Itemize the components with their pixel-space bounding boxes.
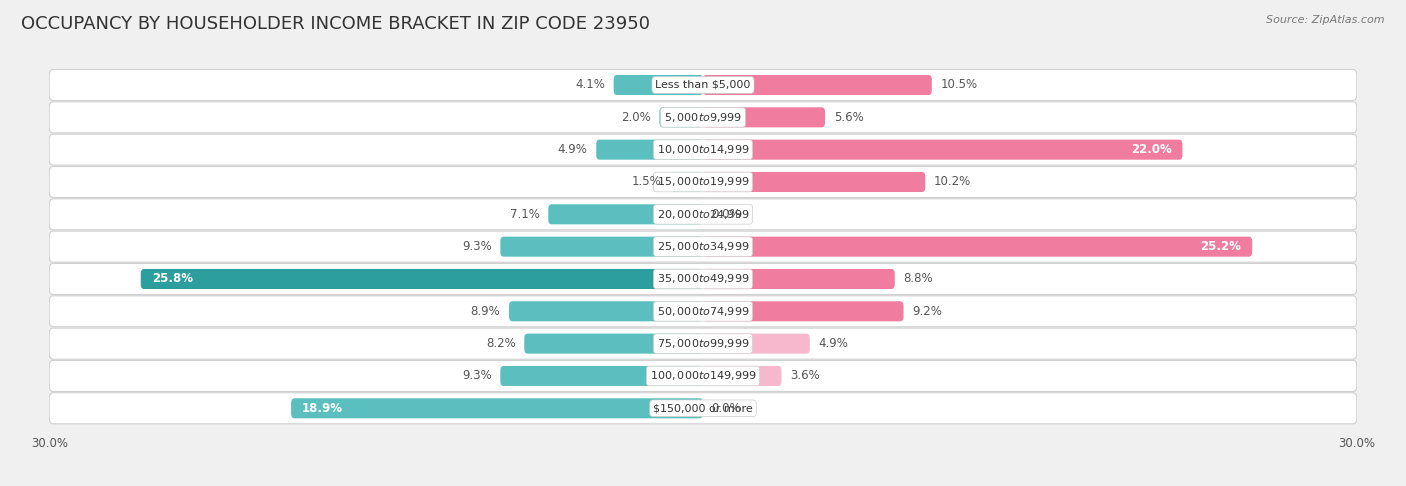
FancyBboxPatch shape xyxy=(49,69,1357,101)
Text: $150,000 or more: $150,000 or more xyxy=(654,403,752,413)
FancyBboxPatch shape xyxy=(613,75,703,95)
Text: 0.0%: 0.0% xyxy=(711,208,741,221)
FancyBboxPatch shape xyxy=(509,301,703,321)
Text: $5,000 to $9,999: $5,000 to $9,999 xyxy=(664,111,742,124)
Text: $20,000 to $24,999: $20,000 to $24,999 xyxy=(657,208,749,221)
Text: 2.0%: 2.0% xyxy=(621,111,651,124)
FancyBboxPatch shape xyxy=(703,172,925,192)
FancyBboxPatch shape xyxy=(291,398,703,418)
Text: 4.9%: 4.9% xyxy=(558,143,588,156)
FancyBboxPatch shape xyxy=(659,107,703,127)
FancyBboxPatch shape xyxy=(49,328,1357,359)
Text: $50,000 to $74,999: $50,000 to $74,999 xyxy=(657,305,749,318)
Text: $25,000 to $34,999: $25,000 to $34,999 xyxy=(657,240,749,253)
FancyBboxPatch shape xyxy=(703,139,1182,160)
FancyBboxPatch shape xyxy=(49,393,1357,424)
Text: 8.9%: 8.9% xyxy=(471,305,501,318)
FancyBboxPatch shape xyxy=(703,366,782,386)
Text: 22.0%: 22.0% xyxy=(1130,143,1171,156)
FancyBboxPatch shape xyxy=(141,269,703,289)
Text: 1.5%: 1.5% xyxy=(631,175,662,189)
FancyBboxPatch shape xyxy=(49,199,1357,230)
Text: 5.6%: 5.6% xyxy=(834,111,863,124)
Text: 9.3%: 9.3% xyxy=(461,369,492,382)
Text: $15,000 to $19,999: $15,000 to $19,999 xyxy=(657,175,749,189)
FancyBboxPatch shape xyxy=(703,269,894,289)
Text: 25.2%: 25.2% xyxy=(1201,240,1241,253)
FancyBboxPatch shape xyxy=(49,167,1357,197)
FancyBboxPatch shape xyxy=(671,172,703,192)
FancyBboxPatch shape xyxy=(703,75,932,95)
FancyBboxPatch shape xyxy=(49,102,1357,133)
Text: Less than $5,000: Less than $5,000 xyxy=(655,80,751,90)
Text: 8.2%: 8.2% xyxy=(486,337,516,350)
FancyBboxPatch shape xyxy=(596,139,703,160)
Text: 0.0%: 0.0% xyxy=(711,402,741,415)
Text: Source: ZipAtlas.com: Source: ZipAtlas.com xyxy=(1267,15,1385,25)
FancyBboxPatch shape xyxy=(49,263,1357,295)
FancyBboxPatch shape xyxy=(501,237,703,257)
Text: 9.3%: 9.3% xyxy=(461,240,492,253)
Text: 4.1%: 4.1% xyxy=(575,79,605,91)
Text: OCCUPANCY BY HOUSEHOLDER INCOME BRACKET IN ZIP CODE 23950: OCCUPANCY BY HOUSEHOLDER INCOME BRACKET … xyxy=(21,15,650,33)
FancyBboxPatch shape xyxy=(49,134,1357,165)
Text: 18.9%: 18.9% xyxy=(302,402,343,415)
FancyBboxPatch shape xyxy=(703,237,1253,257)
FancyBboxPatch shape xyxy=(501,366,703,386)
FancyBboxPatch shape xyxy=(524,333,703,354)
Text: 10.5%: 10.5% xyxy=(941,79,977,91)
FancyBboxPatch shape xyxy=(49,361,1357,392)
Text: $100,000 to $149,999: $100,000 to $149,999 xyxy=(650,369,756,382)
Text: $35,000 to $49,999: $35,000 to $49,999 xyxy=(657,273,749,285)
FancyBboxPatch shape xyxy=(703,107,825,127)
Text: $75,000 to $99,999: $75,000 to $99,999 xyxy=(657,337,749,350)
Text: 7.1%: 7.1% xyxy=(510,208,540,221)
Text: 25.8%: 25.8% xyxy=(152,273,193,285)
FancyBboxPatch shape xyxy=(548,204,703,225)
FancyBboxPatch shape xyxy=(49,296,1357,327)
Text: 9.2%: 9.2% xyxy=(912,305,942,318)
Text: 8.8%: 8.8% xyxy=(904,273,934,285)
Text: 4.9%: 4.9% xyxy=(818,337,848,350)
FancyBboxPatch shape xyxy=(49,231,1357,262)
FancyBboxPatch shape xyxy=(703,301,904,321)
Text: 3.6%: 3.6% xyxy=(790,369,820,382)
FancyBboxPatch shape xyxy=(703,333,810,354)
Text: 10.2%: 10.2% xyxy=(934,175,972,189)
Text: $10,000 to $14,999: $10,000 to $14,999 xyxy=(657,143,749,156)
